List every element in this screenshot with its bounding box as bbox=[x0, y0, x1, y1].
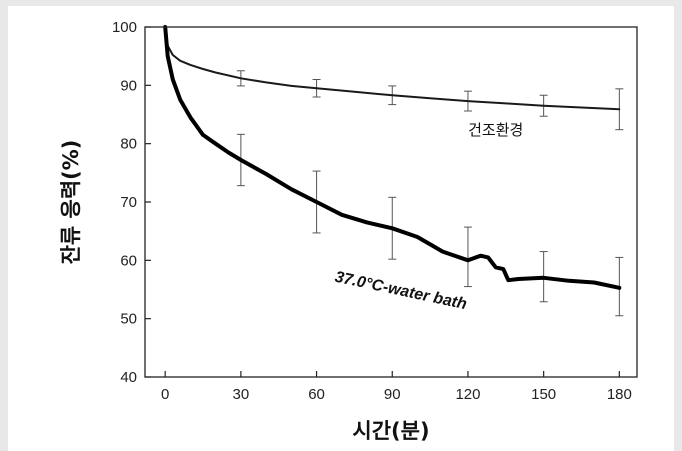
series-line-water-bath bbox=[163, 25, 622, 290]
y-tick-label: 70 bbox=[120, 194, 137, 211]
y-tick-label: 60 bbox=[120, 252, 137, 269]
x-tick-label: 60 bbox=[308, 386, 325, 403]
x-tick-label: 30 bbox=[233, 386, 250, 403]
y-tick-label: 40 bbox=[120, 369, 137, 386]
x-tick-label: 90 bbox=[384, 386, 401, 403]
plot-area-border bbox=[144, 26, 638, 378]
x-tick-label: 150 bbox=[531, 386, 556, 403]
y-axis-title: 잔류 응력(%) bbox=[59, 140, 83, 265]
error-bar bbox=[463, 226, 472, 288]
x-tick-label: 180 bbox=[607, 386, 632, 403]
y-tick-label: 90 bbox=[120, 77, 137, 94]
series-annotation: 건조환경 bbox=[468, 121, 523, 139]
series-line-dry bbox=[164, 26, 621, 111]
series-layer bbox=[163, 25, 622, 290]
y-tick-label: 50 bbox=[120, 311, 137, 328]
y-tick-label: 100 bbox=[112, 19, 137, 36]
y-tick-label: 80 bbox=[120, 136, 137, 153]
x-tick-label: 120 bbox=[455, 386, 480, 403]
ticks-layer: 0 30 60 90 120 150 180 40 50 60 70 80 90 100 bbox=[112, 19, 632, 403]
annotations-layer: 건조환경 37.0°C-water bath bbox=[333, 121, 523, 313]
x-axis-title: 시간(분) bbox=[352, 419, 429, 443]
x-tick-label: 0 bbox=[161, 386, 169, 403]
series-annotation: 37.0°C-water bath bbox=[333, 269, 468, 314]
